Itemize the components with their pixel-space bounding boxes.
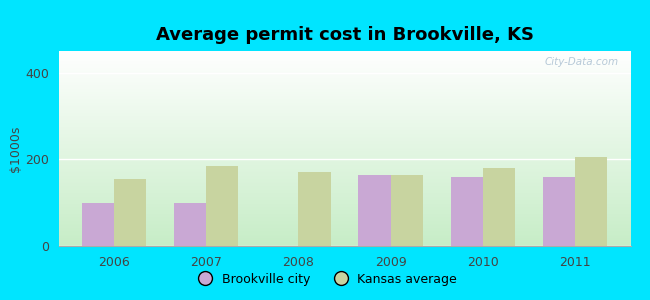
Title: Average permit cost in Brookville, KS: Average permit cost in Brookville, KS [155, 26, 534, 44]
Bar [114, 179, 146, 246]
Bar [174, 203, 206, 246]
Bar [450, 177, 483, 246]
Bar [575, 157, 608, 246]
Bar [206, 166, 239, 246]
Legend: Brookville city, Kansas average: Brookville city, Kansas average [188, 268, 462, 291]
Bar [483, 168, 515, 246]
Bar [391, 175, 423, 246]
Bar [298, 172, 331, 246]
Text: City-Data.com: City-Data.com [545, 57, 619, 67]
Bar [543, 177, 575, 246]
Bar [81, 203, 114, 246]
Bar [358, 175, 391, 246]
Y-axis label: $1000s: $1000s [9, 125, 22, 172]
